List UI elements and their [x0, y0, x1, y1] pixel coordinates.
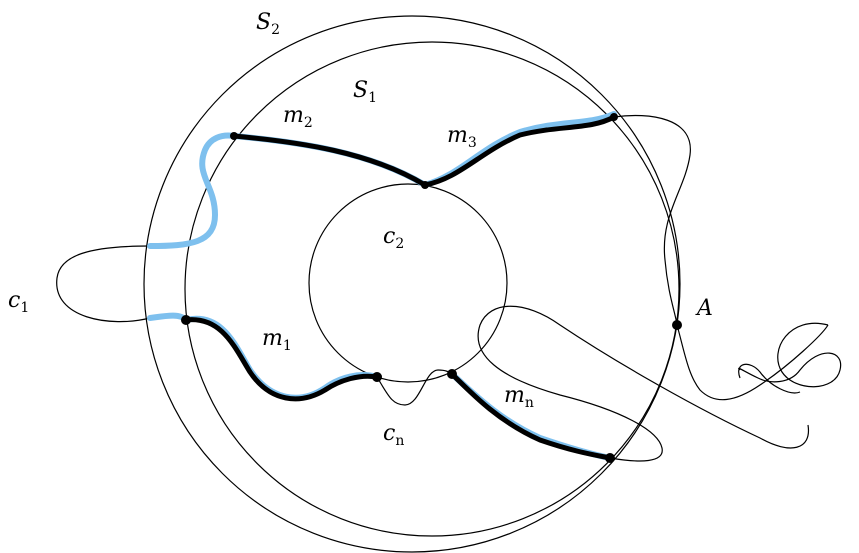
point-mn-end	[605, 453, 615, 463]
sphere-s1-circle	[184, 41, 680, 537]
arc-m1	[183, 317, 380, 402]
label-s1: S1	[353, 78, 377, 106]
curve-knot	[738, 322, 842, 388]
arc-m3	[422, 114, 617, 188]
label-cn: cn	[383, 421, 405, 449]
point-m2-m3-junction	[421, 181, 429, 189]
label-s2: S2	[256, 10, 280, 38]
circle-c2	[308, 183, 508, 383]
label-mn: mn	[504, 383, 534, 411]
point-m1-end	[372, 372, 382, 382]
curve-knot-loop	[738, 363, 801, 394]
label-c2: c2	[383, 224, 405, 252]
label-m2: m2	[283, 103, 313, 131]
point-A	[672, 320, 682, 330]
curve-through-A	[613, 114, 829, 401]
arc-m2	[231, 133, 428, 188]
sphere-s2-circle	[143, 15, 681, 553]
curve-long-loop	[477, 305, 810, 462]
arc-mn	[449, 371, 613, 461]
curve-cn	[376, 369, 453, 406]
point-mn-start	[447, 369, 457, 379]
label-m3: m3	[447, 123, 477, 151]
label-c1: c1	[8, 288, 30, 316]
label-a: A	[697, 296, 713, 321]
curve-c1	[56, 245, 151, 323]
point-m2-start	[230, 132, 238, 140]
point-m3-end	[610, 113, 618, 121]
point-m1-start	[181, 315, 191, 325]
label-m1: m1	[262, 326, 292, 354]
